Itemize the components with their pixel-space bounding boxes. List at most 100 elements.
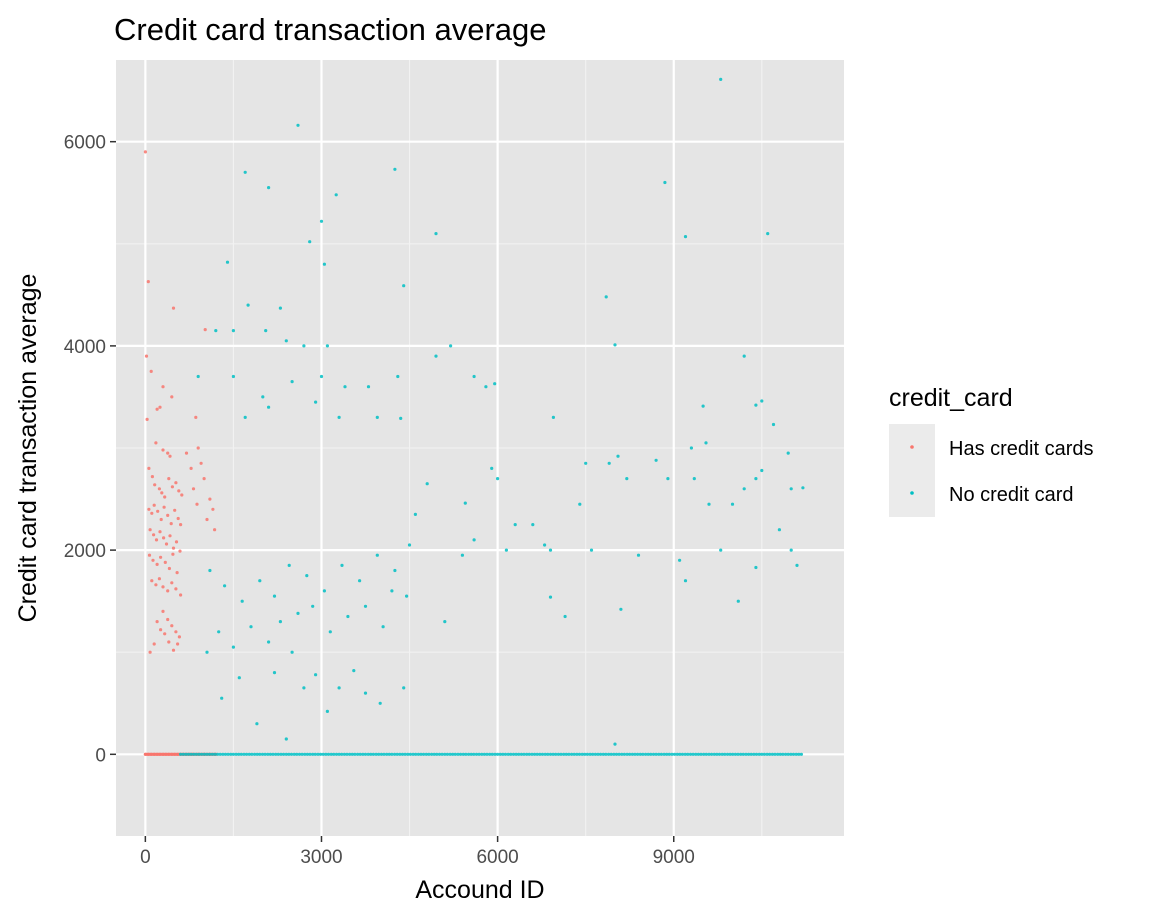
point-no-credit-card	[784, 752, 788, 756]
point-no-credit-card	[255, 722, 259, 726]
point-no-credit-card	[493, 752, 497, 756]
point-has-credit-cards	[148, 528, 152, 532]
point-has-credit-cards	[191, 487, 196, 491]
point-no-credit-card	[255, 752, 259, 756]
point-no-credit-card	[390, 589, 394, 593]
point-no-credit-card	[334, 752, 339, 756]
point-no-credit-card	[519, 752, 524, 756]
point-has-credit-cards	[145, 417, 149, 421]
point-no-credit-card	[424, 752, 428, 756]
point-no-credit-card	[770, 752, 775, 756]
point-no-credit-card	[666, 477, 670, 481]
legend-title: credit_card	[889, 384, 1013, 412]
point-no-credit-card	[350, 752, 354, 756]
point-no-credit-card	[460, 553, 464, 557]
point-no-credit-card	[243, 170, 247, 174]
point-no-credit-card	[205, 752, 209, 756]
point-no-credit-card	[680, 752, 685, 756]
point-no-credit-card	[678, 752, 682, 756]
point-no-credit-card	[564, 752, 568, 756]
major-gridlines	[116, 60, 844, 836]
point-no-credit-card	[319, 374, 324, 379]
point-no-credit-card	[535, 752, 539, 756]
point-no-credit-card	[667, 752, 671, 756]
point-no-credit-card	[313, 752, 317, 756]
point-no-credit-card	[287, 563, 291, 568]
point-no-credit-card	[314, 673, 318, 677]
point-no-credit-card	[739, 752, 743, 756]
point-has-credit-cards	[161, 585, 165, 589]
point-no-credit-card	[694, 752, 698, 756]
point-no-credit-card	[258, 579, 262, 583]
point-no-credit-card	[503, 752, 508, 756]
point-no-credit-card	[616, 454, 620, 458]
point-no-credit-card	[752, 752, 756, 756]
point-no-credit-card	[531, 523, 535, 527]
point-no-credit-card	[326, 752, 331, 756]
point-no-credit-card	[776, 752, 780, 756]
point-no-credit-card	[795, 563, 799, 568]
point-no-credit-card	[527, 752, 531, 756]
point-no-credit-card	[337, 752, 341, 756]
point-no-credit-card	[717, 752, 722, 756]
point-no-credit-card	[691, 752, 695, 756]
point-no-credit-card	[223, 584, 227, 588]
point-no-credit-card	[488, 752, 492, 756]
point-no-credit-card	[316, 752, 320, 756]
point-no-credit-card	[754, 477, 758, 481]
point-has-credit-cards	[177, 489, 181, 493]
point-no-credit-card	[701, 404, 705, 408]
point-no-credit-card	[749, 752, 753, 756]
point-no-credit-card	[762, 752, 767, 756]
y-tick-label: 2000	[64, 541, 106, 562]
point-no-credit-card	[742, 354, 746, 358]
point-no-credit-card	[267, 640, 271, 644]
point-no-credit-card	[712, 752, 716, 756]
point-no-credit-card	[591, 752, 595, 756]
point-no-credit-card	[754, 752, 759, 756]
point-has-credit-cards	[205, 517, 209, 522]
point-no-credit-card	[704, 441, 708, 445]
point-no-credit-card	[342, 752, 346, 756]
point-has-credit-cards	[177, 635, 181, 639]
point-no-credit-card	[733, 752, 738, 756]
point-no-credit-card	[385, 752, 389, 756]
point-no-credit-card	[276, 752, 280, 756]
point-no-credit-card	[506, 752, 510, 756]
point-has-credit-cards	[147, 466, 151, 470]
point-no-credit-card	[504, 548, 508, 552]
point-no-credit-card	[797, 752, 801, 756]
point-has-credit-cards	[146, 280, 150, 284]
point-no-credit-card	[403, 752, 407, 756]
point-no-credit-card	[352, 669, 356, 673]
point-no-credit-card	[393, 568, 397, 573]
point-no-credit-card	[789, 752, 793, 756]
point-no-credit-card	[425, 482, 429, 486]
x-axis-title: Accound ID	[415, 876, 544, 904]
point-no-credit-card	[393, 167, 397, 171]
point-no-credit-card	[398, 752, 402, 756]
x-axis: 0 3000 6000 9000	[140, 836, 695, 868]
point-no-credit-card	[430, 752, 434, 756]
point-no-credit-card	[437, 752, 442, 756]
point-no-credit-card	[319, 219, 324, 223]
point-has-credit-cards	[150, 579, 154, 583]
point-has-credit-cards	[144, 354, 149, 358]
point-has-credit-cards	[152, 642, 156, 646]
point-no-credit-card	[728, 752, 732, 756]
point-no-credit-card	[217, 630, 221, 634]
point-no-credit-card	[678, 558, 682, 562]
point-no-credit-card	[754, 565, 758, 570]
point-no-credit-card	[302, 686, 306, 690]
point-no-credit-card	[530, 752, 534, 756]
point-no-credit-card	[274, 752, 278, 756]
point-no-credit-card	[498, 752, 502, 756]
point-no-credit-card	[546, 752, 550, 756]
point-has-credit-cards	[161, 448, 165, 452]
x-tick-label: 3000	[300, 847, 342, 868]
point-has-credit-cards	[163, 495, 167, 499]
point-no-credit-card	[382, 752, 386, 756]
point-no-credit-card	[607, 752, 611, 756]
point-has-credit-cards	[179, 593, 183, 597]
point-no-credit-card	[340, 563, 344, 568]
